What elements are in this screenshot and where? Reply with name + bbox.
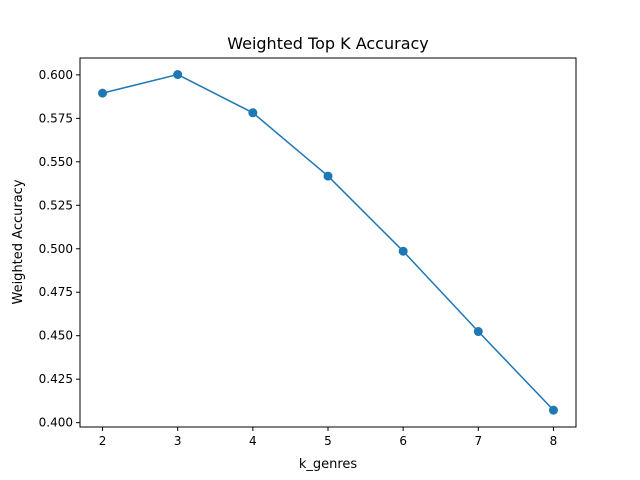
data-point (248, 108, 258, 118)
y-tick-label: 0.425 (39, 372, 73, 386)
y-tick-label: 0.525 (39, 198, 73, 212)
data-point (473, 327, 483, 337)
data-point (548, 405, 558, 415)
x-tick-label: 5 (324, 434, 332, 448)
x-tick-label: 6 (399, 434, 407, 448)
y-tick-label: 0.450 (39, 329, 73, 343)
x-tick-label: 4 (249, 434, 257, 448)
x-axis-label: k_genres (299, 457, 358, 472)
axes-frame (79, 57, 577, 428)
y-axis-ticks: 0.400 0.425 0.450 0.475 0.500 0.525 0.550 0.575… (39, 68, 80, 430)
x-tick-label: 3 (174, 434, 182, 448)
data-point (398, 246, 408, 256)
y-tick-label: 0.475 (39, 285, 73, 299)
x-tick-label: 7 (474, 434, 482, 448)
data-point (98, 88, 108, 98)
y-tick-label: 0.600 (39, 68, 73, 82)
chart-title: Weighted Top K Accuracy (227, 34, 429, 53)
data-point (173, 70, 183, 80)
y-tick-label: 0.400 (39, 416, 73, 430)
x-axis-ticks: 2 3 4 5 6 7 8 (99, 427, 558, 448)
x-tick-label: 2 (99, 434, 107, 448)
y-tick-label: 0.575 (39, 111, 73, 125)
y-tick-label: 0.500 (39, 242, 73, 256)
x-tick-label: 8 (550, 434, 558, 448)
y-tick-label: 0.550 (39, 155, 73, 169)
series-group (98, 70, 558, 415)
data-point (323, 171, 333, 181)
y-axis-label: Weighted Accuracy (11, 179, 26, 304)
